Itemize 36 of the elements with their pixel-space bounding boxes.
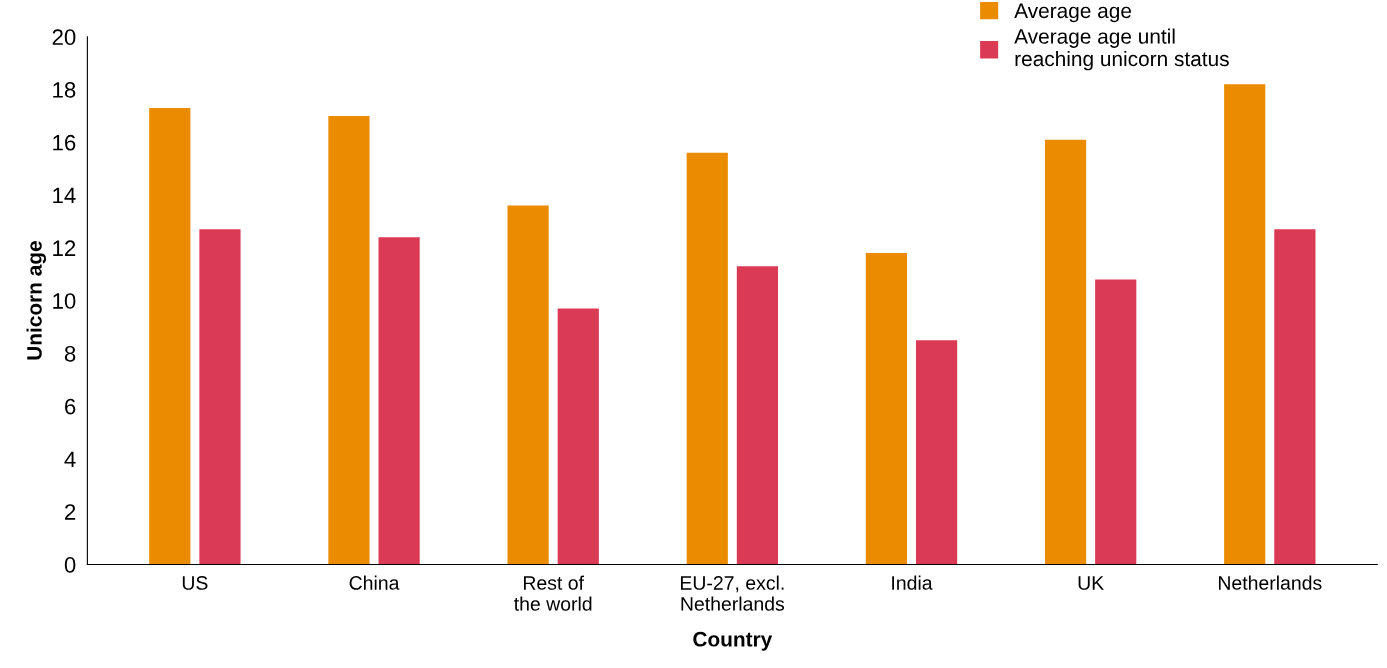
x-tick-label: US [182,576,208,590]
bar [1274,229,1316,565]
y-tick-label: 10 [53,293,76,309]
y-tick-label: 8 [64,345,76,362]
x-tick-label: UK [1078,576,1104,590]
y-tick-label: 14 [53,187,76,204]
y-tick-label: 2 [65,504,76,520]
bar [199,229,241,565]
bar [865,253,908,565]
x-tick-label: EU-27, excl. Netherlands [680,575,785,611]
y-tick-label: 6 [65,398,76,415]
bar [1044,139,1087,565]
bar [149,107,191,565]
bar [328,115,370,565]
x-tick-label: India [892,575,933,590]
bar [1095,279,1137,565]
y-tick-label: 0 [64,556,76,573]
bar [686,152,728,565]
bar [507,205,549,565]
y-tick-label: 20 [52,29,76,46]
y-tick-label: 18 [53,82,76,98]
legend-label: Average age until reaching unicorn status [1014,28,1229,71]
x-tick-label: Netherlands [1218,575,1322,590]
bar [915,340,958,565]
x-tick-label: Rest of the world [514,575,592,611]
y-axis-title: Unicorn age [26,241,46,360]
bar [1224,84,1266,565]
bar [378,237,420,565]
legend-label: Average age [1014,3,1132,23]
y-tick-label: 16 [53,134,76,151]
bar [736,266,779,565]
bar [557,308,599,565]
x-tick-label: China [349,575,400,590]
x-axis-title: Country [693,631,773,651]
y-tick-label: 4 [64,451,76,467]
y-tick-label: 12 [53,240,76,256]
